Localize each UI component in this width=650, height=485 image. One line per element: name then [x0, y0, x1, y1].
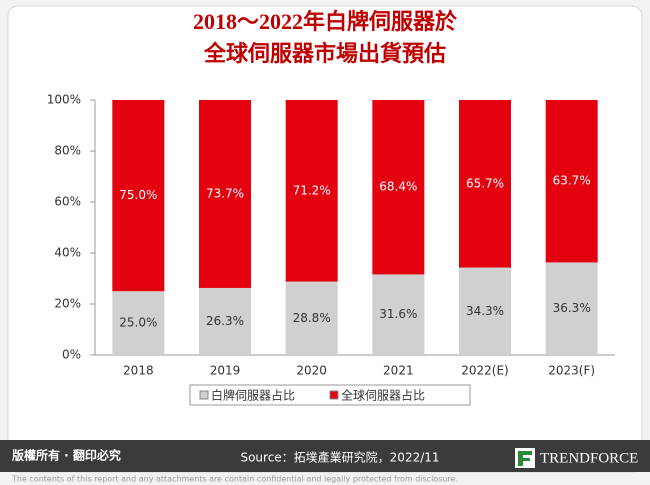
legend-label: 全球伺服器占比	[341, 388, 425, 403]
bar-segment	[372, 100, 425, 275]
footer-source: Source：拓墣產業研究院，2022/11	[240, 450, 439, 465]
x-tick-label: 2018	[123, 364, 154, 378]
bar-segment	[459, 100, 511, 268]
x-tick-label: 2020	[296, 364, 327, 378]
bar-segment	[199, 100, 251, 288]
value-label: 71.2%	[293, 183, 331, 197]
value-label: 36.3%	[553, 301, 591, 315]
x-tick-label: 2022(E)	[461, 364, 508, 378]
x-tick-label: 2023(F)	[548, 364, 595, 378]
value-label: 31.6%	[379, 307, 417, 321]
value-label: 34.3%	[466, 304, 504, 318]
bar-segment	[545, 262, 598, 355]
logo-text: TRENDFORCE	[540, 450, 638, 466]
value-label: 63.7%	[553, 174, 591, 188]
bar-segment	[112, 291, 165, 355]
y-tick-label: 40%	[54, 246, 81, 260]
bar-segment	[199, 287, 251, 355]
value-label: 65.7%	[466, 176, 504, 190]
chart-title: 2018～2022年白牌伺服器於	[193, 9, 458, 34]
bar-segment	[459, 267, 511, 355]
y-tick-label: 20%	[54, 297, 81, 311]
y-tick-label: 0%	[62, 348, 81, 362]
y-tick-label: 100%	[47, 93, 81, 107]
bar-segment	[372, 274, 425, 355]
x-tick-label: 2021	[383, 364, 414, 378]
bar-segment	[285, 100, 338, 282]
legend-swatch	[199, 390, 209, 400]
value-label: 68.4%	[379, 180, 417, 194]
legend-label: 白牌伺服器占比	[211, 388, 295, 403]
value-label: 75.0%	[119, 188, 157, 202]
legend-swatch	[329, 390, 339, 400]
y-tick-label: 80%	[54, 144, 81, 158]
value-label: 28.8%	[293, 311, 331, 325]
footer-rights: 版權所有 · 翻印必究	[12, 448, 121, 463]
value-label: 25.0%	[119, 316, 157, 330]
bar-segment	[112, 100, 165, 292]
value-label: 73.7%	[206, 186, 244, 200]
x-tick-label: 2019	[210, 364, 241, 378]
logo-icon	[518, 451, 532, 466]
bar-segment	[545, 100, 598, 263]
disclaimer: The contents of this report and any atta…	[11, 475, 458, 484]
footer-bar	[0, 440, 650, 472]
bar-segment	[285, 281, 338, 355]
chart-title: 全球伺服器市場出貨預估	[203, 41, 446, 66]
value-label: 26.3%	[206, 314, 244, 328]
y-tick-label: 60%	[54, 195, 81, 209]
